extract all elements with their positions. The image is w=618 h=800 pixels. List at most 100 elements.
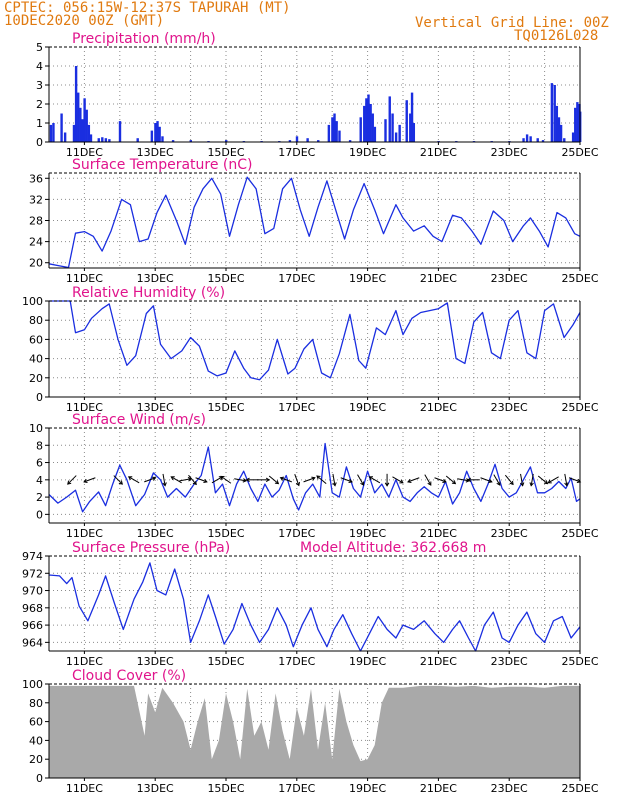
precip-bar	[136, 138, 139, 142]
y-tick-label: 80	[29, 314, 43, 327]
precip-bar	[331, 117, 334, 142]
precip-bar	[333, 113, 336, 142]
wind-arrow-head	[170, 476, 175, 481]
wind-arrow	[268, 475, 280, 485]
wind-arrow-head	[509, 480, 514, 486]
wind-arrow-head	[316, 475, 321, 480]
wind-arrow	[434, 477, 447, 484]
x-tick-label: 11DEC	[66, 655, 103, 668]
wind-arrow-shaft	[520, 473, 524, 486]
wind-arrow	[257, 477, 271, 483]
wind-arrow-shaft	[179, 478, 192, 482]
x-tick-label: 23DEC	[491, 527, 528, 540]
wind-arrow-head	[564, 482, 569, 487]
x-tick-label: 21DEC	[420, 272, 457, 285]
x-tick-label: 19DEC	[349, 146, 386, 159]
precip-bar	[189, 140, 192, 142]
wind-arrow-shaft	[480, 477, 492, 483]
x-tick-label: 19DEC	[349, 527, 386, 540]
wind-arrow-shaft	[144, 477, 156, 483]
precip-bar	[77, 92, 80, 142]
wind-arrow-head	[127, 476, 133, 481]
panel-6: 0 20 40 60 80 100 11DEC 13DEC 15DEC 17DEC 19DEC 21D…	[22, 668, 599, 795]
wind-arrow-head	[151, 476, 157, 481]
wind-arrow-head	[519, 482, 525, 487]
wind-arrow	[162, 473, 167, 487]
x-tick-label: 23DEC	[491, 272, 528, 285]
wind-arrow-shaft	[303, 477, 315, 483]
wind-arrow	[445, 475, 457, 485]
wind-arrow	[392, 476, 404, 484]
wind-arrow-shaft	[434, 477, 446, 483]
wind-arrow	[357, 474, 365, 486]
x-tick-label: 15DEC	[207, 146, 244, 159]
y-tick-label: 5	[36, 41, 43, 54]
x-tick-label: 17DEC	[278, 272, 315, 285]
y-tick-label: 6	[36, 457, 43, 470]
wind-arrow	[564, 473, 569, 487]
precip-bar	[49, 124, 53, 142]
x-tick-label: 11DEC	[66, 401, 103, 414]
wind-arrow	[466, 477, 480, 483]
wind-arrow-head	[496, 481, 501, 486]
wind-arrow-head	[427, 481, 432, 486]
wind-arrow	[113, 475, 123, 485]
grid-note: Vertical Grid Line: 00Z	[415, 15, 609, 31]
precip-bar	[348, 140, 352, 142]
panel-title: Relative Humidity (%)	[72, 285, 225, 301]
x-tick-label: 25DEC	[561, 655, 598, 668]
x-tick-label: 23DEC	[491, 146, 528, 159]
y-tick-label: 4	[36, 60, 43, 73]
y-tick-label: 968	[22, 602, 43, 615]
wind-arrow	[83, 477, 96, 484]
x-tick-label: 15DEC	[207, 782, 244, 795]
x-tick-label: 11DEC	[66, 527, 103, 540]
x-tick-label: 23DEC	[491, 782, 528, 795]
precip-bar	[89, 134, 93, 142]
y-tick-label: 0	[36, 136, 43, 149]
wind-arrow-shaft	[357, 474, 364, 486]
wind-arrow	[424, 474, 432, 486]
x-tick-label: 25DEC	[561, 401, 598, 414]
panel-title: Surface Wind (m/s)	[72, 412, 206, 428]
wind-arrow-head	[242, 478, 248, 483]
wind-arrow	[303, 476, 316, 483]
y-tick-label: 972	[22, 567, 43, 580]
precip-bar	[171, 140, 175, 142]
x-tick-label: 21DEC	[420, 655, 457, 668]
y-tick-label: 964	[22, 636, 43, 649]
y-tick-label: 0	[36, 391, 43, 404]
panel-4: 0 2 4 6 8 10 11DEC 13DEC 15DEC 17DEC 19DEC 21DEC 23D…	[29, 412, 599, 540]
wind-arrow-head	[368, 476, 373, 481]
panel-title: Cloud Cover (%)	[72, 668, 186, 684]
x-tick-label: 13DEC	[137, 401, 174, 414]
precip-bar	[288, 140, 292, 142]
y-tick-label: 36	[29, 172, 43, 185]
model-altitude: Model Altitude: 362.668 m	[300, 540, 486, 556]
precip-bar	[394, 132, 398, 142]
precip-bar	[391, 113, 394, 142]
wind-arrow-shaft	[128, 476, 140, 484]
precip-bar	[118, 121, 122, 142]
x-tick-label: 21DEC	[420, 527, 457, 540]
x-tick-label: 23DEC	[491, 401, 528, 414]
panel-5: 964 966 968 970 972 974 11DEC 13DEC 15DEC 17DEC 19…	[22, 540, 599, 668]
y-tick-label: 10	[29, 422, 43, 435]
wind-arrow-shaft	[294, 474, 300, 486]
y-tick-label: 60	[29, 716, 43, 729]
wind-arrow	[519, 473, 525, 487]
y-tick-label: 2	[36, 491, 43, 504]
wind-arrow-shaft	[268, 475, 279, 485]
precip-bar	[317, 140, 320, 142]
wind-arrow	[220, 475, 232, 484]
panel-title: Surface Temperature (nC)	[72, 157, 253, 173]
precip-bar	[72, 124, 76, 142]
wind-arrow-shaft	[220, 475, 232, 484]
series-line	[49, 300, 581, 381]
x-tick-label: 17DEC	[278, 782, 315, 795]
precip-bar	[83, 98, 86, 142]
wind-arrow	[245, 477, 259, 483]
wind-arrow-head	[295, 481, 301, 487]
wind-arrow-shaft	[316, 475, 327, 485]
